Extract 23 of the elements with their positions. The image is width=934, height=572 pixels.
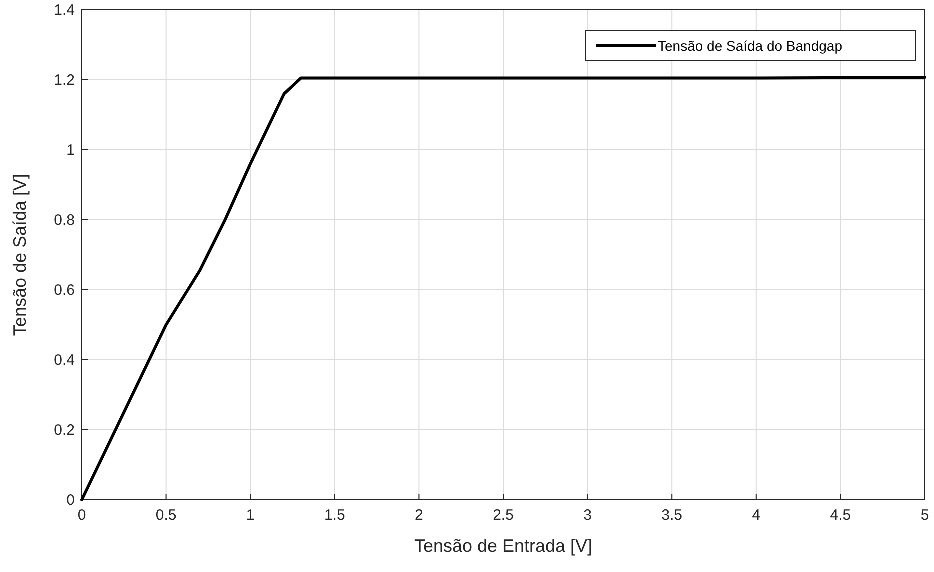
x-tick-label: 1.5 [324,507,346,524]
x-tick-label: 4.5 [830,507,852,524]
y-tick-label: 1.4 [54,2,75,19]
x-tick-label: 4 [752,507,761,524]
y-tick-label: 1.2 [54,72,75,89]
x-tick-label: 0.5 [156,507,177,524]
y-tick-label: 0.8 [54,212,75,229]
legend-label: Tensão de Saída do Bandgap [658,38,843,54]
y-tick-label: 0.6 [54,282,75,299]
x-axis-title: Tensão de Entrada [V] [414,536,593,556]
x-tick-label: 2 [415,507,424,524]
x-tick-label: 3.5 [662,507,683,524]
y-tick-label: 0.4 [54,352,75,369]
x-tick-label: 5 [920,507,930,524]
y-tick-label: 0 [66,492,75,509]
x-tick-label: 1 [246,507,255,524]
x-tick-label: 3 [584,507,592,524]
y-tick-label: 0.2 [54,422,75,439]
x-tick-label: 0 [78,507,86,524]
line-series [80,76,926,502]
y-tick-label: 1 [66,142,75,159]
x-tick-label: 2.5 [493,507,514,524]
y-axis-title: Tensão de Saída [V] [10,174,30,336]
